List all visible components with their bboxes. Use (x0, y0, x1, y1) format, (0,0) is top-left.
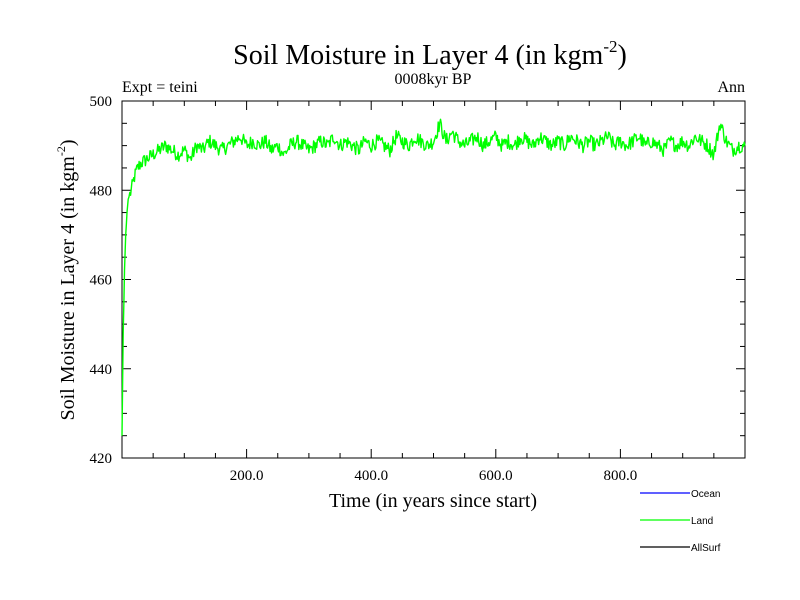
season-label: Ann (717, 79, 745, 96)
y-tick-label: 420 (90, 451, 113, 467)
y-axis-label-text: Soil Moisture in Layer 4 (in kgm (57, 156, 79, 421)
x-tick-label: 200.0 (230, 468, 264, 484)
x-tick-label: 600.0 (479, 468, 513, 484)
chart-title-close: ) (618, 40, 627, 71)
y-tick-label: 480 (90, 183, 113, 199)
experiment-label: Expt = teini (122, 79, 198, 96)
chart-title-text: Soil Moisture in Layer 4 (in kgm (233, 40, 603, 71)
y-tick-label: 440 (90, 362, 113, 378)
y-axis-ticks: 420 440 460 480 500 (90, 94, 745, 467)
series-lines (121, 118, 746, 436)
legend-label-ocean: Ocean (691, 489, 720, 500)
x-tick-label: 400.0 (354, 468, 388, 484)
plot-frame (121, 100, 746, 459)
y-axis-label: Soil Moisture in Layer 4 (in kgm-2) (54, 139, 79, 420)
x-tick-label: 800.0 (604, 468, 638, 484)
y-axis-label-close: ) (57, 139, 79, 146)
chart-title-superscript: -2 (603, 37, 617, 56)
x-axis-label: Time (in years since start) (329, 490, 537, 512)
chart-title: Soil Moisture in Layer 4 (in kgm-2) (233, 37, 627, 71)
x-axis-ticks: 200.0 400.0 600.0 800.0 (152, 101, 715, 484)
y-tick-label: 500 (90, 94, 113, 110)
y-tick-label: 460 (90, 273, 113, 289)
series-line-land (121, 118, 746, 436)
legend-label-land: Land (691, 516, 713, 527)
legend: Ocean Land AllSurf (640, 489, 721, 554)
y-axis-label-superscript: -2 (54, 146, 68, 156)
chart-subtitle: 0008kyr BP (395, 71, 472, 88)
legend-label-allsurf: AllSurf (691, 543, 721, 554)
